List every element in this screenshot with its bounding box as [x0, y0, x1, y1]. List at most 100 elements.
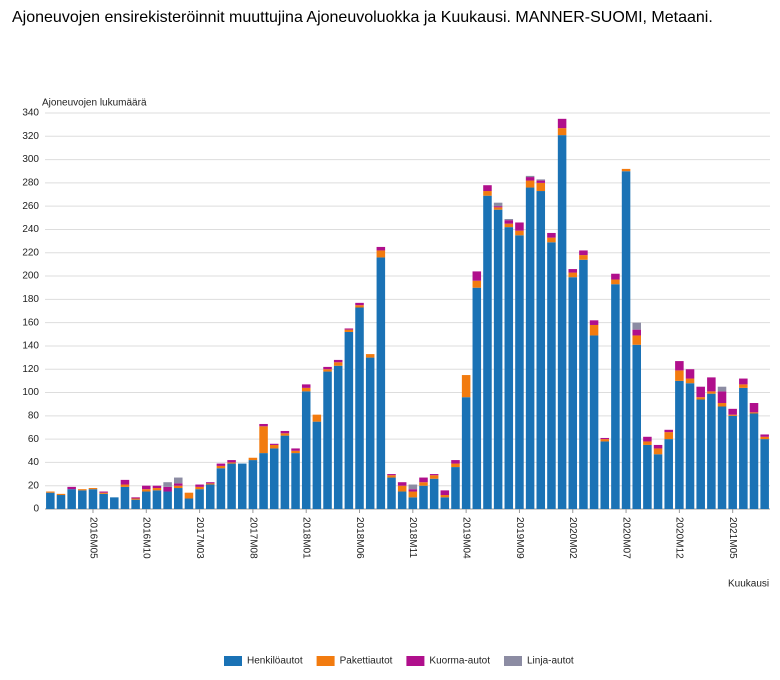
bar-segment [632, 329, 641, 336]
bar-segment [504, 223, 514, 228]
x-tick-label: 2019M04 [460, 517, 471, 559]
x-tick-label: 2018M11 [407, 517, 418, 558]
bar-segment [344, 328, 354, 330]
bar-segment [78, 490, 87, 509]
bar-segment [685, 378, 695, 384]
bar-segment [46, 491, 55, 493]
bar-segment [142, 491, 151, 509]
bar-segment [749, 412, 759, 414]
y-tick-label: 120 [22, 364, 39, 375]
bar-segment [216, 465, 226, 469]
bar-segment [739, 378, 748, 385]
bar-segment [408, 489, 418, 492]
bar-segment [376, 246, 386, 251]
bar-segment [312, 421, 322, 509]
bar-segment [515, 222, 524, 231]
bar-segment [483, 191, 492, 196]
bar-segment [568, 272, 578, 278]
x-tick-label: 2018M01 [301, 517, 312, 559]
bar-segment [632, 335, 641, 345]
bar-segment [696, 399, 705, 509]
bar-segment [557, 118, 567, 129]
bar-segment [579, 250, 588, 256]
x-axis-title: Kuukausi [728, 579, 769, 590]
bar-segment [632, 344, 641, 509]
bar-segment [174, 483, 183, 486]
bar-segment [99, 492, 108, 494]
bar-segment [248, 457, 258, 461]
bar-segment [365, 354, 375, 358]
x-tick-label: 2018M06 [354, 517, 365, 559]
bar-segment [120, 486, 130, 509]
bar-segment [472, 280, 482, 288]
bar-segment [387, 475, 396, 478]
bar-segment [397, 485, 407, 492]
bar-segment [536, 191, 546, 510]
legend-swatch [316, 656, 335, 666]
x-tick-label: 2019M09 [514, 517, 525, 559]
y-tick-label: 40 [28, 457, 40, 468]
y-tick-label: 140 [22, 341, 39, 352]
y-tick-label: 100 [22, 387, 39, 398]
bar-segment [419, 482, 428, 486]
bar-segment [67, 489, 76, 509]
bar-segment [472, 271, 482, 281]
bar-segment [643, 441, 652, 445]
bar-segment [301, 387, 311, 392]
y-tick-label: 220 [22, 247, 39, 258]
bar-segment [195, 486, 204, 490]
bar-segment [600, 437, 610, 440]
bar-segment [760, 439, 769, 509]
bar-segment [333, 365, 343, 509]
bar-segment [589, 324, 599, 336]
bar-segment [88, 488, 98, 490]
bar-segment [174, 477, 183, 484]
bar-segment [78, 489, 87, 491]
bar-segment [515, 230, 524, 236]
bar-segment [653, 448, 663, 455]
bar-segment [739, 384, 748, 388]
bar-segment [280, 433, 290, 436]
bar-segment [131, 499, 140, 509]
bar-segment [675, 380, 684, 509]
bar-segment [461, 397, 471, 509]
y-tick-label: 300 [22, 154, 39, 165]
bar-segment [408, 491, 418, 498]
bar-segment [611, 284, 620, 509]
bar-segment [440, 495, 450, 498]
x-tick-label: 2020M02 [567, 517, 578, 559]
bar-segment [568, 277, 578, 509]
bar-segment [472, 287, 482, 509]
bar-segment [259, 423, 268, 427]
bar-segment [493, 206, 503, 208]
y-tick-label: 180 [22, 294, 39, 305]
bar-segment [291, 450, 300, 454]
bar-segment [621, 171, 631, 509]
bar-segment [301, 391, 311, 509]
bar-segment [611, 279, 620, 285]
bar-segment [600, 439, 610, 442]
bar-segment [440, 497, 450, 509]
bar-segment [547, 242, 556, 509]
bar-segment [301, 384, 311, 388]
bar-segment [728, 408, 737, 415]
bar-segment [728, 415, 737, 509]
legend-swatch [224, 656, 242, 666]
bar-segment [142, 489, 151, 492]
bar-segment [707, 377, 716, 392]
bar-segment [664, 432, 673, 440]
bar-segment [547, 232, 556, 238]
bar-segment [675, 361, 684, 371]
bar-segment [46, 492, 55, 509]
bar-segment [611, 273, 620, 280]
bar-segment [536, 182, 546, 192]
bar-segment [99, 493, 108, 509]
chart-title: Ajoneuvojen ensirekisteröinnit muuttujin… [12, 9, 713, 26]
bar-segment [323, 369, 332, 372]
bar-segment [174, 488, 183, 509]
x-tick-label: 2016M05 [87, 517, 98, 559]
bar-segment [205, 482, 215, 484]
bar-segment [344, 329, 354, 332]
bar-segment [461, 375, 471, 398]
